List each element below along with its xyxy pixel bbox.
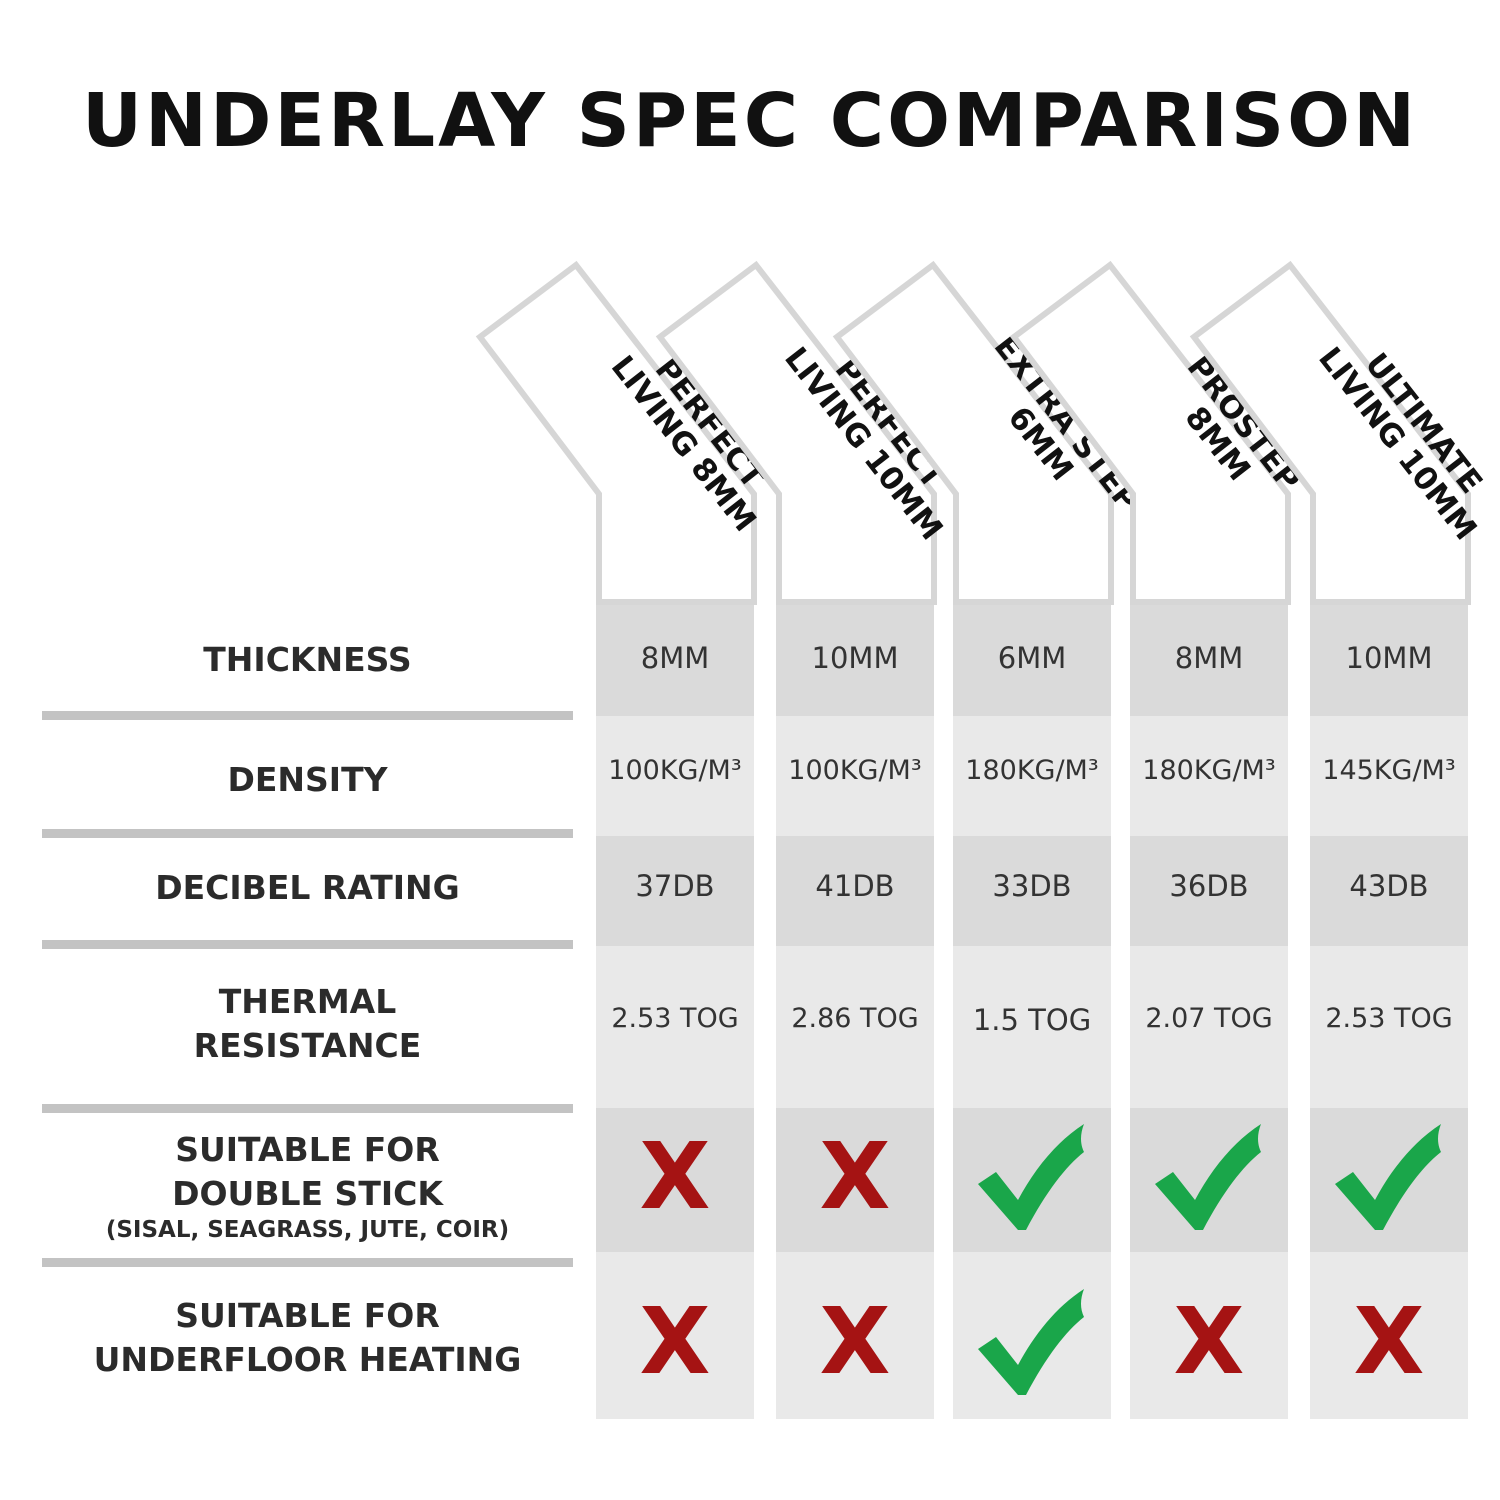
column-band — [953, 716, 1111, 836]
row-divider — [42, 711, 573, 720]
cell-value: 8MM — [1174, 641, 1244, 675]
column-band — [596, 716, 754, 836]
cross-icon: X — [639, 1123, 711, 1230]
cell-value: 2.53 TOG — [611, 1003, 739, 1034]
cell-value: 145KG/M³ — [1322, 755, 1456, 786]
row-label-density: DENSITY — [40, 758, 575, 802]
column-band — [596, 836, 754, 946]
cell-value: 100KG/M³ — [788, 755, 922, 786]
cell-value: 2.07 TOG — [1145, 1003, 1273, 1034]
cell-value: 10MM — [811, 641, 899, 675]
page-title: UNDERLAY SPEC COMPARISON — [81, 78, 1419, 164]
column-band — [1310, 836, 1468, 946]
column-header-perfect-living-10mm: PERFECT LIVING 10MM — [655, 260, 976, 607]
header-tab-shape — [475, 260, 757, 605]
cross-icon: X — [819, 1288, 891, 1395]
column-band — [596, 604, 754, 716]
cell-value: 100KG/M³ — [608, 755, 742, 786]
row-label-thickness: THICKNESS — [40, 638, 575, 682]
row-sublabel: (SISAL, SEAGRASS, JUTE, COIR) — [105, 1217, 510, 1243]
cell-value: 180KG/M³ — [1142, 755, 1276, 786]
column-header-prostep-8mm: PROSTEP 8MM — [1009, 260, 1330, 607]
cell-value: 43DB — [1349, 869, 1429, 903]
check-icon — [978, 1289, 1084, 1395]
column-band — [953, 946, 1111, 1108]
row-divider — [42, 829, 573, 838]
row-divider — [42, 940, 573, 949]
cell-value: 1.5 TOG — [972, 1003, 1092, 1037]
column-header-ultimate-living-10mm: ULTIMATE LIVING 10MM — [1189, 260, 1500, 607]
check-icon — [978, 1124, 1084, 1230]
column-band — [953, 836, 1111, 946]
cell-value: 36DB — [1169, 869, 1249, 903]
column-band — [596, 946, 754, 1108]
header-tab-shape — [655, 260, 937, 605]
column-band — [776, 836, 934, 946]
column-band — [1130, 1252, 1288, 1419]
row-label-text: DENSITY — [227, 760, 388, 799]
cell-value: 37DB — [635, 869, 715, 903]
column-band — [776, 716, 934, 836]
column-band — [776, 604, 934, 716]
column-band — [776, 1108, 934, 1252]
row-label-text: SUITABLE FOR UNDERFLOOR HEATING — [93, 1296, 522, 1379]
row-label-decibel-rating: DECIBEL RATING — [40, 866, 575, 910]
cell-value: 10MM — [1345, 641, 1433, 675]
cell-value: 2.86 TOG — [791, 1003, 919, 1034]
header-tab-shape — [1009, 260, 1291, 605]
row-label-text: SUITABLE FOR DOUBLE STICK — [172, 1130, 443, 1213]
cross-icon: X — [639, 1288, 711, 1395]
row-label-text: THERMAL RESISTANCE — [193, 982, 422, 1065]
row-label-thermal-resistance: THERMAL RESISTANCE — [40, 980, 575, 1068]
cross-icon: X — [1353, 1288, 1425, 1395]
row-divider — [42, 1258, 573, 1267]
column-band — [1310, 946, 1468, 1108]
column-header-perfect-living-8mm: PERFECT LIVING 8MM — [475, 260, 796, 607]
row-label-text: THICKNESS — [203, 640, 412, 679]
column-band — [596, 1108, 754, 1252]
header-tab-shape — [1189, 260, 1471, 605]
column-band — [1130, 946, 1288, 1108]
column-band — [596, 1252, 754, 1419]
column-band — [1310, 1252, 1468, 1419]
column-header-extra-step-6mm: EXTRA STEP 6MM — [832, 260, 1153, 607]
header-tab-shape — [832, 260, 1114, 605]
row-label-suitable-for-underfloor-heating: SUITABLE FOR UNDERFLOOR HEATING — [40, 1294, 575, 1382]
row-label-suitable-for-double-stick: SUITABLE FOR DOUBLE STICK (SISAL, SEAGRAS… — [40, 1128, 575, 1244]
column-band — [776, 1252, 934, 1419]
column-band — [1310, 716, 1468, 836]
cross-icon: X — [1173, 1288, 1245, 1395]
cell-value: 6MM — [997, 641, 1067, 675]
column-band — [776, 946, 934, 1108]
check-icon — [1155, 1124, 1261, 1230]
column-band — [1310, 604, 1468, 716]
check-icon — [1335, 1124, 1441, 1230]
cell-value: 33DB — [992, 869, 1072, 903]
row-divider — [42, 1104, 573, 1113]
column-band — [1130, 716, 1288, 836]
column-band — [1130, 836, 1288, 946]
cell-value: 41DB — [815, 869, 895, 903]
cell-value: 8MM — [640, 641, 710, 675]
cross-icon: X — [819, 1123, 891, 1230]
column-band — [953, 1252, 1111, 1419]
cell-value: 180KG/M³ — [965, 755, 1099, 786]
cell-value: 2.53 TOG — [1325, 1003, 1453, 1034]
row-label-text: DECIBEL RATING — [155, 868, 460, 907]
column-band — [953, 604, 1111, 716]
column-band — [1130, 604, 1288, 716]
